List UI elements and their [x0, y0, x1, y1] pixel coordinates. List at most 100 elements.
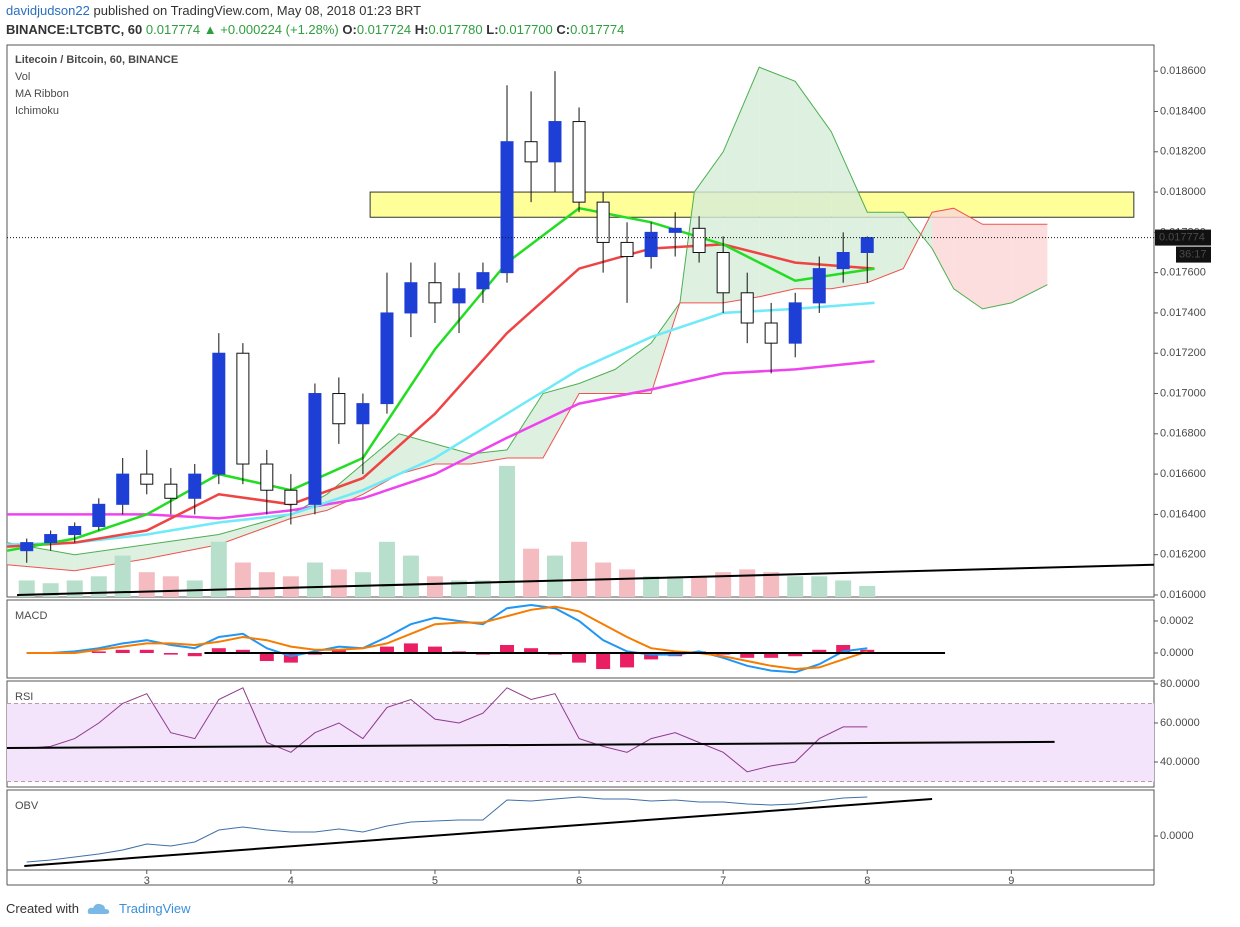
logo: [87, 903, 110, 914]
histogram-bar: [379, 646, 394, 654]
byline: davidjudson22 published on TradingView.c…: [6, 3, 421, 18]
ohlc-value: 0.017780: [428, 22, 483, 37]
candle-body: [20, 542, 34, 552]
candle-body: [260, 463, 274, 491]
volume-bar: [451, 580, 468, 597]
y-tick-label: 0.017000: [1160, 387, 1206, 399]
x-tick-label: 5: [432, 875, 438, 887]
legend-text: MA Ribbon: [15, 88, 69, 100]
y-tick-label: 0.016200: [1160, 549, 1206, 561]
legend-text: Litecoin / Bitcoin, 60, BINANCE: [15, 54, 178, 66]
volume-bar: [330, 569, 347, 597]
candle-body: [596, 201, 610, 243]
histogram-bar: [187, 653, 202, 657]
cloud: [867, 212, 904, 283]
candle-body: [188, 473, 202, 499]
volume-bar: [499, 465, 516, 597]
candle-body: [692, 227, 706, 254]
candle-body: [356, 403, 370, 425]
histogram-bar: [235, 649, 250, 654]
histogram-bar: [644, 653, 659, 660]
author[interactable]: davidjudson22: [6, 3, 90, 18]
candle-body: [476, 272, 490, 290]
cloud: [831, 131, 868, 289]
cloud: [579, 369, 616, 394]
pane-label: RSI: [15, 691, 33, 703]
candle-body: [380, 312, 394, 405]
volume-bar: [258, 572, 275, 597]
cloud: [932, 208, 954, 289]
pane: [6, 599, 1155, 679]
ohlc-value: 0.017774: [570, 22, 625, 37]
histogram-bar: [620, 653, 635, 668]
ma-line: [7, 360, 875, 520]
x-tick-label: 6: [576, 875, 582, 887]
candle-body: [668, 227, 682, 233]
symbol: BINANCE:LTCBTC, 60: [6, 22, 143, 37]
cloud: [723, 67, 760, 303]
macd-line: [26, 605, 868, 671]
indicator-line: [26, 796, 868, 863]
footer: Created with TradingView: [6, 901, 191, 916]
candle-body: [236, 352, 250, 465]
y-tick-label: 40.0000: [1160, 756, 1200, 768]
cloud: [615, 343, 652, 394]
last-price-label: 0.017774: [1159, 232, 1205, 244]
candle-body: [716, 252, 730, 294]
x-tick-label: 3: [144, 875, 150, 887]
volume-bar: [162, 576, 179, 597]
x-tick-label: 4: [288, 875, 294, 887]
countdown-box: [1176, 246, 1211, 263]
histogram-bar: [259, 653, 274, 662]
volume-bar: [763, 572, 780, 597]
indicator-line: [26, 687, 868, 773]
cloud: [759, 67, 796, 297]
candle-body: [548, 121, 562, 163]
cloud: [434, 443, 471, 465]
cloud: [982, 224, 1012, 309]
change: ▲ +0.000224 (+1.28%): [203, 22, 339, 37]
x-tick-label: 7: [720, 875, 726, 887]
candle-body: [44, 534, 58, 544]
volume-bar: [426, 576, 443, 597]
created-with: Created with: [6, 901, 79, 916]
candle-body: [860, 237, 874, 254]
trendline: [24, 798, 933, 867]
pane: [6, 789, 1155, 871]
trendline: [17, 563, 1155, 596]
volume-bar: [619, 569, 636, 597]
histogram-bar: [500, 645, 515, 654]
candle-body: [524, 141, 538, 163]
histogram-bar: [740, 653, 755, 658]
volume-bar: [546, 555, 563, 597]
volume-bar: [18, 580, 35, 597]
volume-bar: [523, 548, 540, 597]
x-tick-label: 9: [1008, 875, 1014, 887]
trendline: [6, 740, 1055, 749]
candle-body: [572, 121, 586, 203]
candle-body: [212, 352, 226, 475]
candle-body: [836, 252, 850, 270]
candle-body: [68, 525, 82, 536]
span-a: [6, 66, 1048, 556]
candle-body: [308, 393, 322, 505]
volume-bar: [835, 580, 852, 597]
y-tick-label: 0.0000: [1160, 647, 1194, 659]
candle-body: [620, 241, 634, 258]
histogram-bar: [812, 649, 827, 654]
candle-body: [164, 483, 178, 499]
macd-line: [26, 603, 868, 674]
candle-body: [332, 393, 346, 425]
candle-body: [788, 302, 802, 344]
volume-bar: [138, 572, 155, 597]
legend-text: Ichimoku: [15, 105, 59, 117]
cloud: [543, 383, 580, 458]
x-tick-label: 8: [864, 875, 870, 887]
brand[interactable]: TradingView: [118, 901, 191, 916]
ohlc-label: O:: [342, 22, 357, 37]
y-tick-label: 0.016800: [1160, 428, 1206, 440]
volume-bar: [186, 580, 203, 597]
volume-bar: [859, 585, 876, 597]
candle-body: [92, 503, 106, 527]
